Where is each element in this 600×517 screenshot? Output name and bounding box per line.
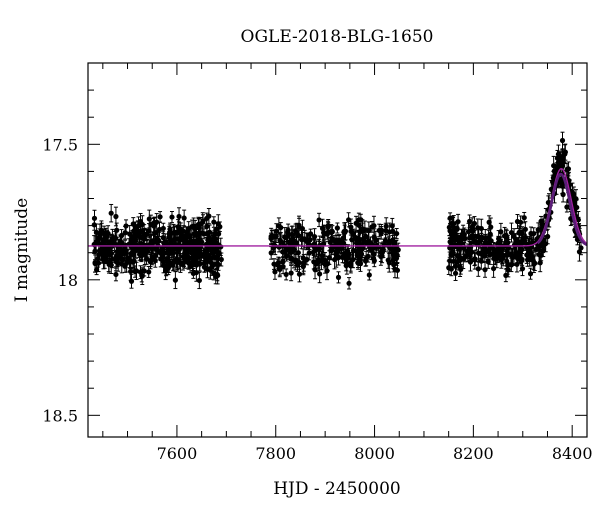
x-tick-label: 8200 xyxy=(453,444,494,463)
chart-title: OGLE-2018-BLG-1650 xyxy=(241,27,434,47)
y-axis-title: I magnitude xyxy=(12,198,32,302)
x-tick-label: 8400 xyxy=(552,444,593,463)
y-tick-label: 18.5 xyxy=(42,406,78,425)
y-tick-label: 17.5 xyxy=(42,135,78,154)
x-tick-label: 7800 xyxy=(255,444,296,463)
y-tick-label: 18 xyxy=(58,271,78,290)
x-tick-label: 8000 xyxy=(354,444,395,463)
x-tick-label: 7600 xyxy=(157,444,198,463)
x-axis-title: HJD - 2450000 xyxy=(273,479,401,499)
